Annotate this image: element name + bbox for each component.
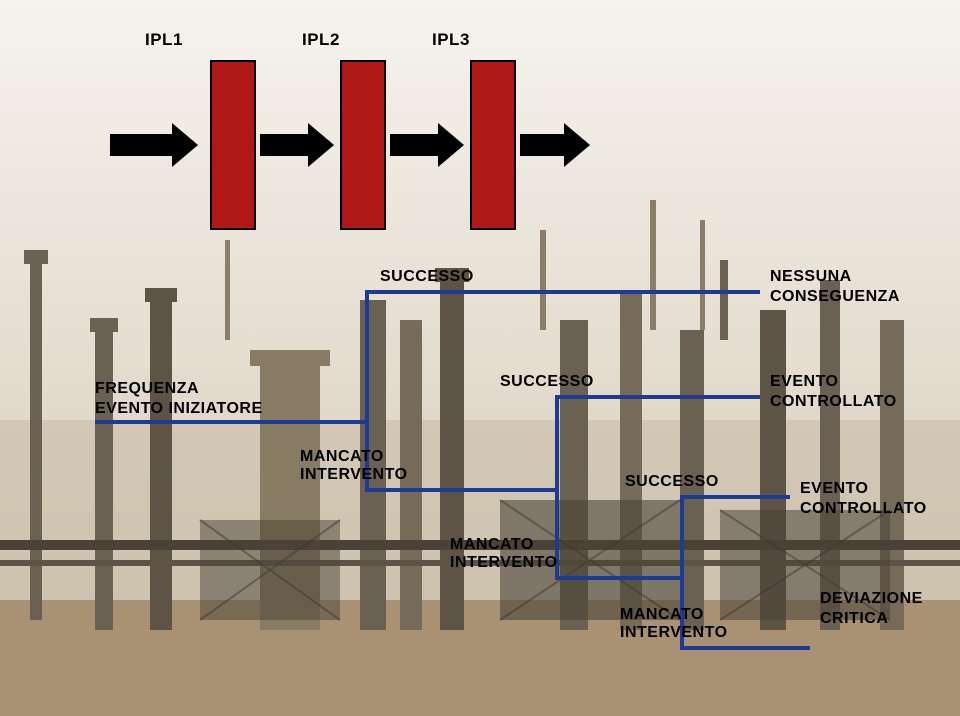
l2-up-label: SUCCESSO [500,373,594,391]
l3-up-h [680,495,790,499]
l3-up-label: SUCCESSO [625,473,719,491]
l1-outcome-1: NESSUNA [770,268,852,286]
diagram-overlay: IPL1 IPL2 IPL3 FREQUENZA EVENTO INIZIATO… [0,0,960,716]
arrow-1-body [110,134,172,156]
root-label-2: EVENTO INIZIATORE [95,400,263,418]
l1-down-label: MANCATO INTERVENTO [300,448,408,484]
l1-up-label: SUCCESSO [380,268,474,286]
ipl3-label: IPL3 [432,30,470,50]
l1-outcome-2: CONSEGUENZA [770,288,900,306]
slide: IPL1 IPL2 IPL3 FREQUENZA EVENTO INIZIATO… [0,0,960,716]
ipl1-label: IPL1 [145,30,183,50]
ipl2-label: IPL2 [302,30,340,50]
arrow-4-body [520,134,564,156]
arrow-2-head [308,123,334,167]
l1-up-h [365,290,760,294]
l3-down-label: MANCATO INTERVENTO [620,606,728,642]
arrow-2-body [260,134,308,156]
root-label-1: FREQUENZA [95,380,199,398]
l3-outcome-up-2: CONTROLLATO [800,500,927,518]
arrow-3-head [438,123,464,167]
l3-outcome-down-1: DEVIAZIONE [820,590,923,608]
arrow-3-body [390,134,438,156]
l2-outcome-2: CONTROLLATO [770,393,897,411]
barrier-ipl1 [210,60,256,230]
l2-down-label: MANCATO INTERVENTO [450,536,558,572]
tree-root-h [95,420,365,424]
barrier-ipl2 [340,60,386,230]
l3-outcome-down-2: CRITICA [820,610,888,628]
l2-up-h [555,395,760,399]
l2-outcome-1: EVENTO [770,373,839,391]
arrow-1-head [172,123,198,167]
l2-down-h [555,576,680,580]
barrier-ipl3 [470,60,516,230]
l3-outcome-up-1: EVENTO [800,480,869,498]
l1-down-h [365,488,555,492]
l3-down-h [680,646,810,650]
arrow-4-head [564,123,590,167]
